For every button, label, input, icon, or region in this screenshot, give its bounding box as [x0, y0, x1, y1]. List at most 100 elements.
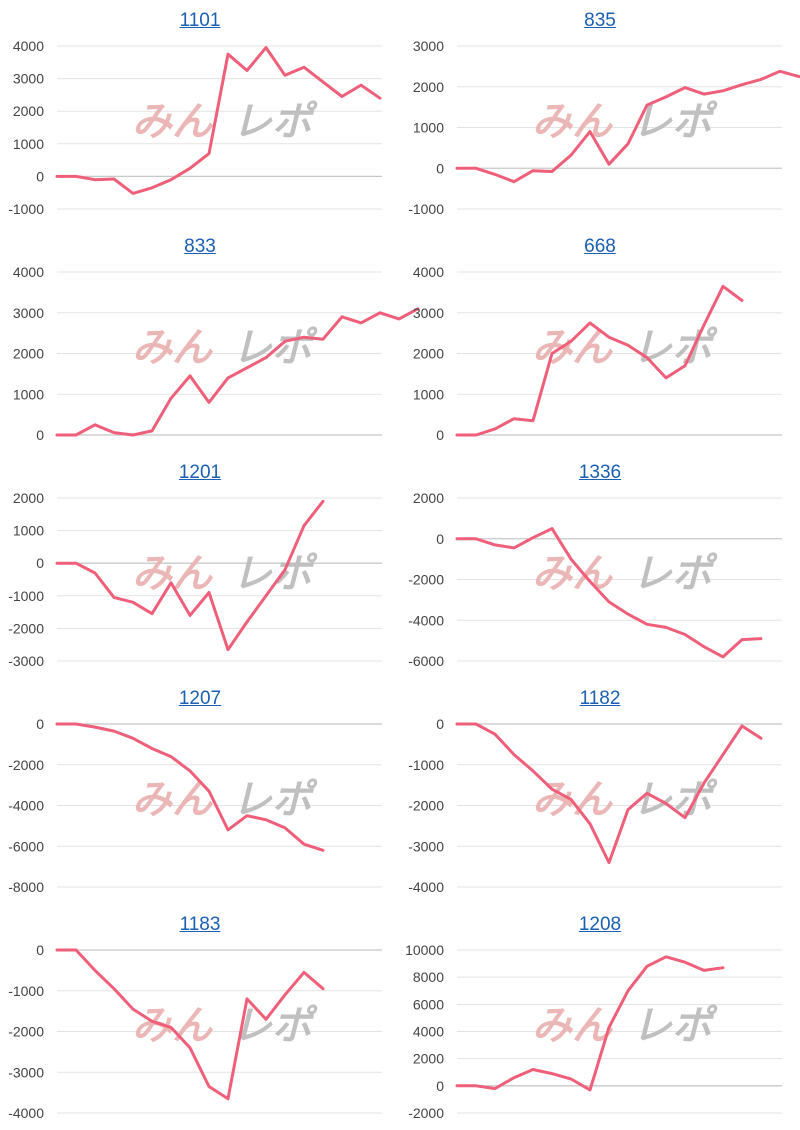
watermark-part1: みん — [532, 99, 614, 145]
watermark-logo: みん レポ — [132, 551, 318, 597]
line-chart: 0 1000 2000 3000 4000 みん レポ — [13, 264, 420, 443]
line-chart: -1000 0 1000 2000 3000 4000 みん レポ — [8, 38, 382, 217]
y-tick-label: 0 — [36, 168, 44, 184]
line-chart: 0 1000 2000 3000 4000 みん レポ — [413, 264, 782, 443]
y-tick-label: -3000 — [8, 653, 44, 669]
line-chart: -6000 -4000 -2000 0 2000 みん レポ — [408, 490, 782, 669]
watermark-part2: レポ — [632, 551, 718, 597]
watermark-part1: みん — [132, 99, 214, 145]
y-tick-label: 2000 — [13, 490, 44, 506]
chart-panel-1201: 1201 -3000 -2000 -1000 0 1000 2000 みん レポ — [0, 452, 400, 678]
series-line — [55, 307, 420, 437]
series-line — [455, 955, 725, 1092]
y-tick-label: 0 — [36, 716, 44, 732]
watermark-logo: みん レポ — [132, 1003, 318, 1049]
y-tick-label: 2000 — [413, 490, 444, 506]
series-line — [455, 284, 744, 437]
watermark-logo: みん レポ — [132, 777, 318, 823]
y-tick-label: 1000 — [413, 120, 444, 136]
y-tick-label: -4000 — [408, 612, 444, 628]
watermark-part2: レポ — [632, 325, 718, 371]
y-tick-label: 0 — [436, 531, 444, 547]
line-chart: -3000 -2000 -1000 0 1000 2000 みん レポ — [8, 490, 382, 669]
chart-title-link[interactable]: 833 — [184, 236, 216, 257]
chart-title-link[interactable]: 1182 — [579, 688, 621, 709]
watermark-part2: レポ — [232, 551, 318, 597]
y-tick-label: 0 — [36, 942, 44, 958]
y-tick-label: 2000 — [13, 103, 44, 119]
y-tick-label: 4000 — [413, 1024, 444, 1040]
chart-panel-668: 668 0 1000 2000 3000 4000 みん レポ — [400, 226, 800, 452]
y-tick-label: 4000 — [413, 264, 444, 280]
chart-title-link[interactable]: 1201 — [178, 462, 222, 483]
watermark-logo: みん レポ — [532, 99, 718, 145]
watermark-logo: みん レポ — [132, 99, 318, 145]
y-tick-label: 4000 — [13, 264, 44, 280]
chart-title-link[interactable]: 1183 — [179, 914, 221, 935]
chart-title-link[interactable]: 668 — [584, 236, 616, 257]
y-tick-label: -6000 — [408, 653, 444, 669]
watermark-part1: みん — [532, 551, 614, 597]
y-tick-label: 1000 — [413, 386, 444, 402]
line-chart: -1000 0 1000 2000 3000 みん レポ — [408, 38, 800, 217]
watermark-part1: みん — [132, 1003, 214, 1049]
y-tick-label: -4000 — [8, 1105, 44, 1121]
line-chart: -2000 0 2000 4000 6000 8000 10000 みん レポ — [405, 942, 782, 1121]
y-tick-label: 0 — [436, 427, 444, 443]
watermark-part2: レポ — [632, 1003, 718, 1049]
y-tick-label: -4000 — [8, 798, 44, 814]
y-tick-label: -8000 — [8, 879, 44, 895]
y-tick-label: 4000 — [13, 38, 44, 54]
y-tick-label: -4000 — [408, 879, 444, 895]
series-line — [55, 722, 325, 852]
watermark-part1: みん — [132, 551, 214, 597]
chart-panel-833: 833 0 1000 2000 3000 4000 みん レポ — [0, 226, 420, 452]
y-tick-label: 3000 — [13, 305, 44, 321]
y-tick-label: 10000 — [405, 942, 444, 958]
series-line — [455, 527, 763, 659]
watermark-logo: みん レポ — [132, 325, 318, 371]
y-tick-label: 0 — [36, 427, 44, 443]
series-line — [55, 46, 382, 195]
y-tick-label: 1000 — [13, 386, 44, 402]
chart-title-link[interactable]: 1101 — [179, 10, 221, 31]
chart-title-link[interactable]: 1208 — [578, 914, 622, 935]
watermark-logo: みん レポ — [532, 1003, 718, 1049]
chart-title-link[interactable]: 835 — [584, 10, 616, 31]
series-line — [55, 499, 325, 652]
y-tick-label: -2000 — [8, 1024, 44, 1040]
y-tick-label: 1000 — [13, 523, 44, 539]
y-tick-label: 2000 — [413, 346, 444, 362]
y-tick-label: -3000 — [8, 1064, 44, 1080]
watermark-part2: レポ — [232, 1003, 318, 1049]
y-tick-label: -3000 — [408, 838, 444, 854]
chart-title-link[interactable]: 1207 — [178, 688, 222, 709]
y-tick-label: 2000 — [13, 346, 44, 362]
watermark-part1: みん — [532, 1003, 614, 1049]
series-line — [55, 948, 325, 1101]
y-tick-label: 3000 — [413, 305, 444, 321]
y-tick-label: 0 — [436, 716, 444, 732]
series-line — [455, 722, 763, 865]
y-tick-label: -2000 — [8, 757, 44, 773]
watermark-logo: みん レポ — [532, 551, 718, 597]
watermark-part1: みん — [532, 325, 614, 371]
watermark-logo: みん レポ — [532, 325, 718, 371]
y-tick-label: 1000 — [13, 136, 44, 152]
chart-panel-835: 835 -1000 0 1000 2000 3000 みん レポ — [400, 0, 800, 226]
y-tick-label: -6000 — [8, 838, 44, 854]
y-tick-label: 0 — [436, 160, 444, 176]
line-chart: -8000 -6000 -4000 -2000 0 みん レポ — [8, 716, 382, 895]
y-tick-label: -1000 — [408, 757, 444, 773]
chart-title-link[interactable]: 1336 — [578, 462, 622, 483]
watermark-part2: レポ — [232, 99, 318, 145]
y-tick-label: -1000 — [408, 201, 444, 217]
chart-panel-1183: 1183 -4000 -3000 -2000 -1000 0 みん レポ — [0, 904, 400, 1130]
y-tick-label: 0 — [36, 555, 44, 571]
y-tick-label: -2000 — [8, 620, 44, 636]
y-tick-label: 3000 — [413, 38, 444, 54]
y-tick-label: 3000 — [13, 71, 44, 87]
line-chart: -4000 -3000 -2000 -1000 0 みん レポ — [8, 942, 382, 1121]
y-tick-label: 2000 — [413, 79, 444, 95]
y-tick-label: -2000 — [408, 572, 444, 588]
